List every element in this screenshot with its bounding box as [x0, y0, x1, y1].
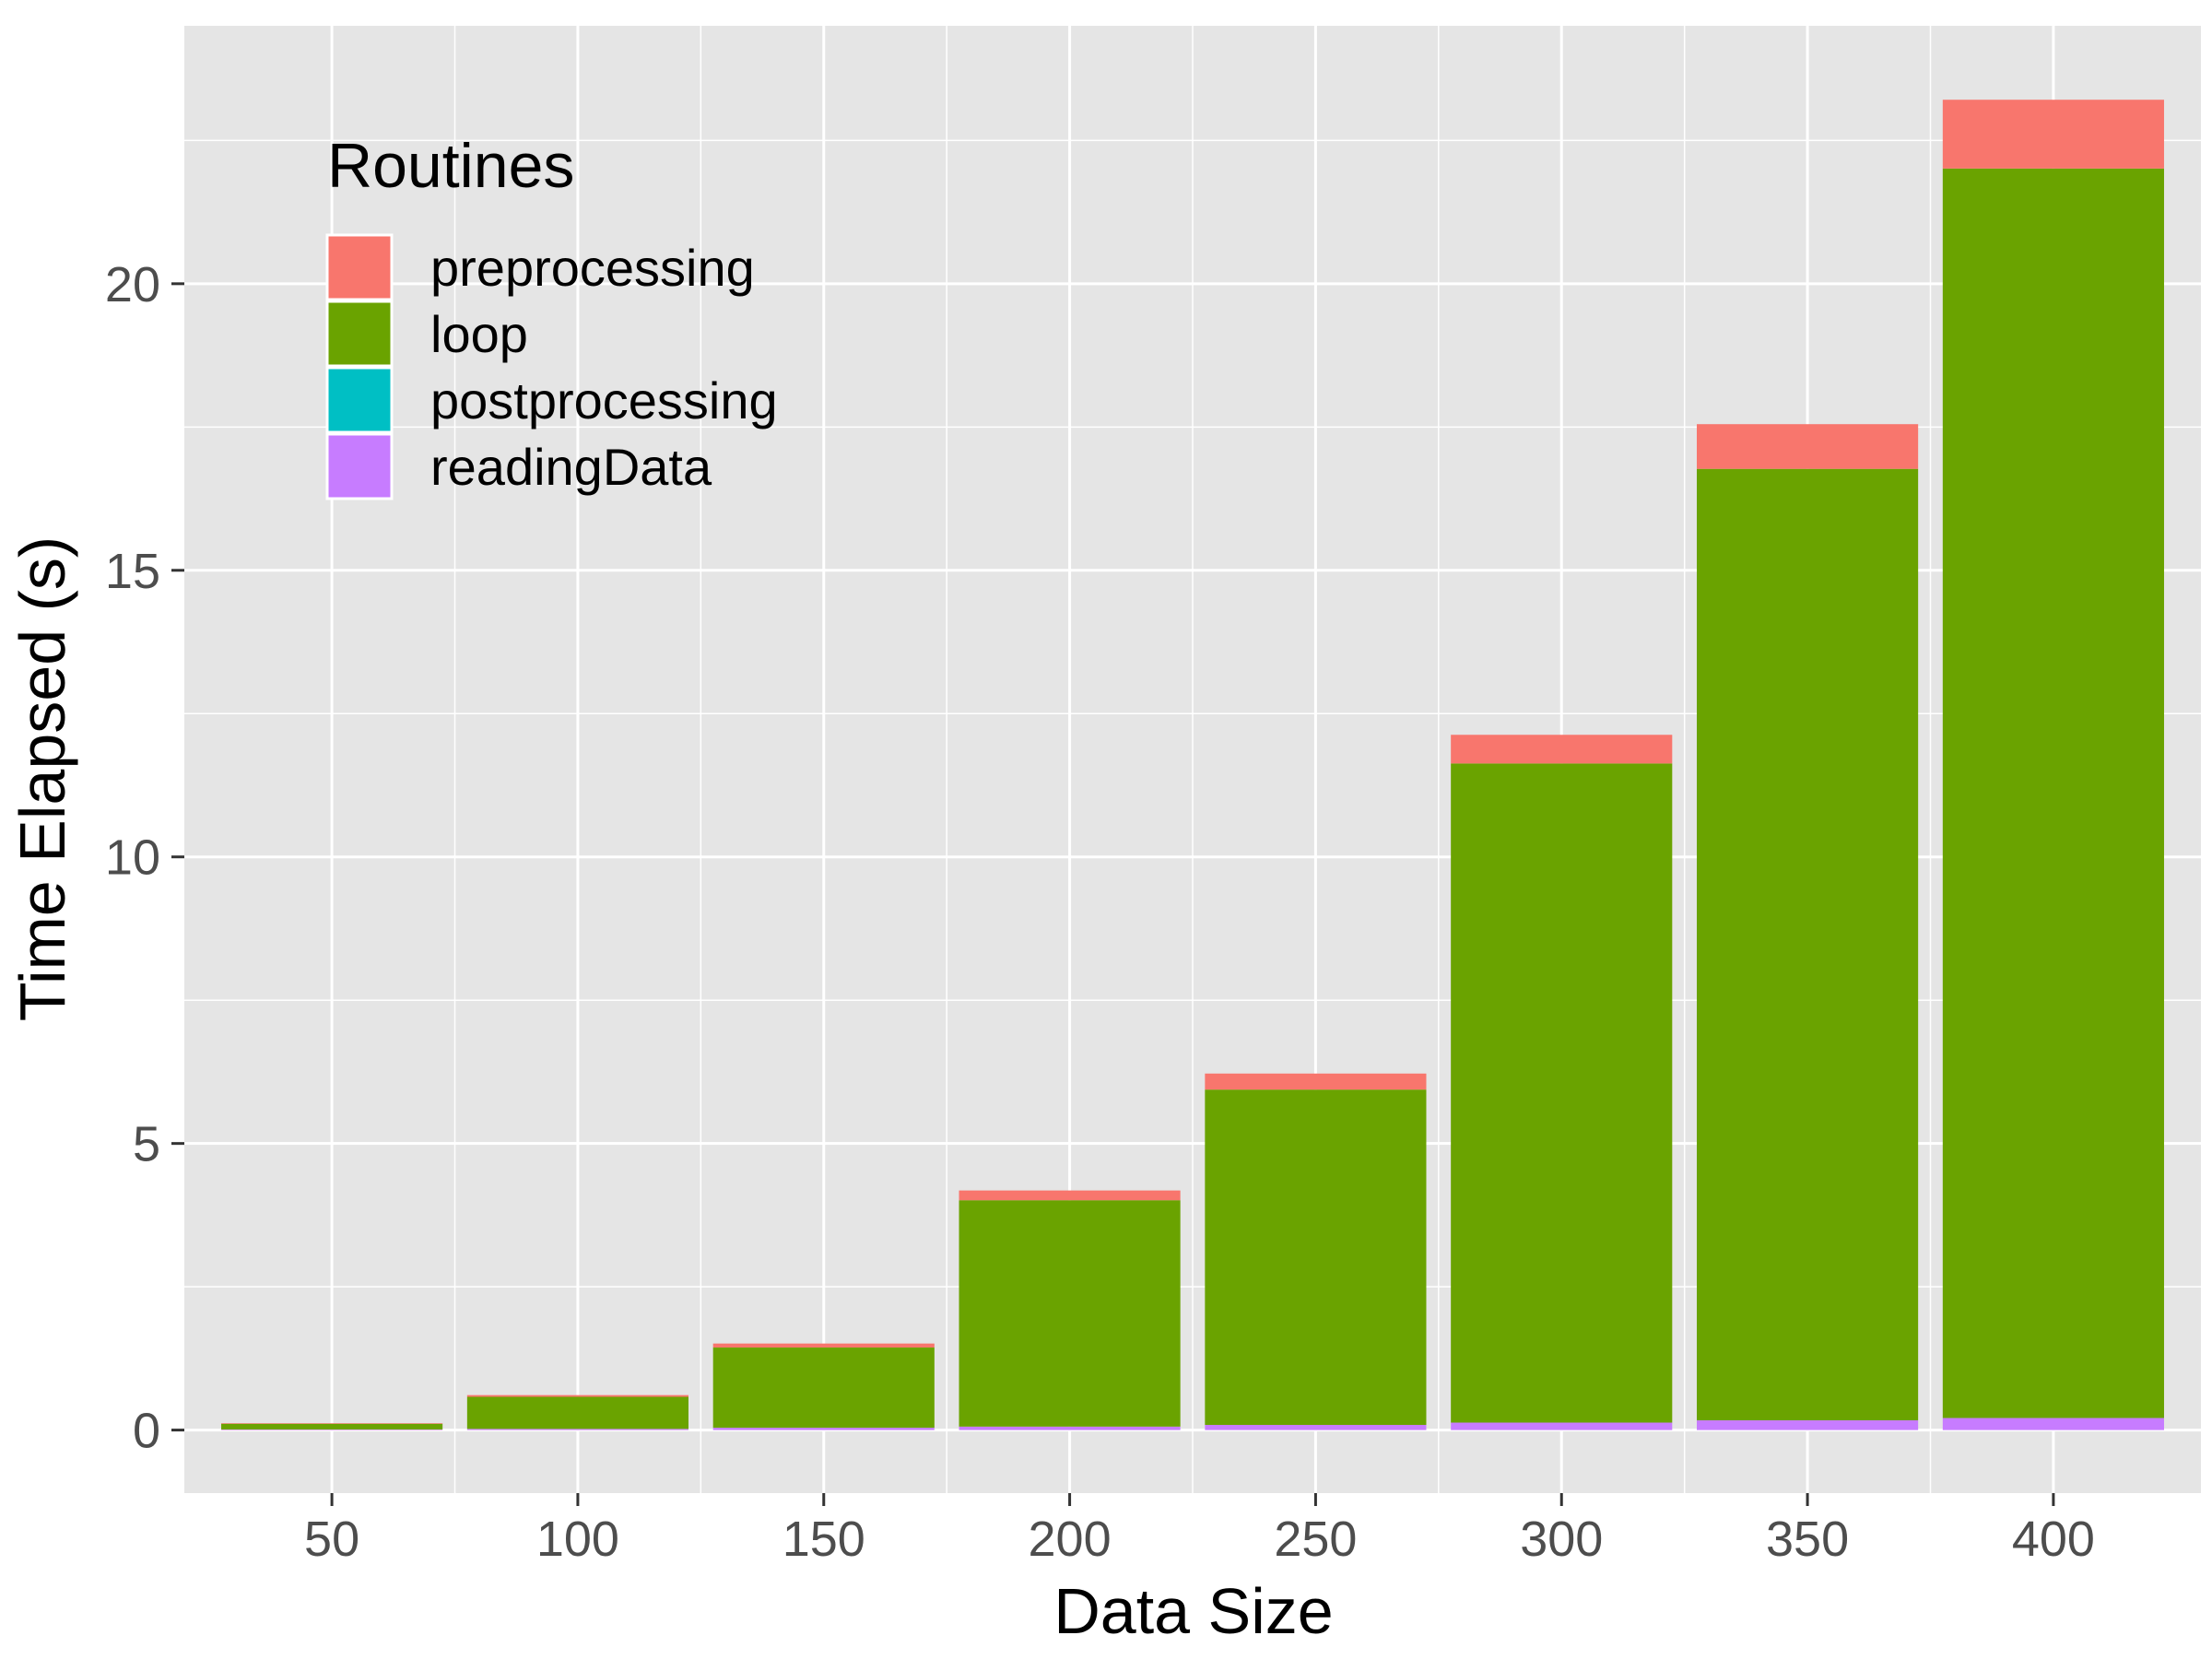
bar-segment-preprocessing-250 [1205, 1073, 1427, 1090]
bar-segment-preprocessing-100 [466, 1394, 688, 1397]
bar-segment-readingData-200 [959, 1426, 1181, 1430]
bar-segment-preprocessing-350 [1697, 424, 1919, 469]
bar-segment-loop-150 [712, 1347, 935, 1429]
bar-segment-readingData-150 [712, 1428, 935, 1430]
legend: Routines preprocessing loop postprocessing… [325, 131, 778, 500]
x-tick-label: 400 [2012, 1512, 2095, 1567]
bar-segment-loop-350 [1697, 468, 1919, 1421]
x-tick-label: 250 [1274, 1512, 1357, 1567]
x-tick-label: 200 [1029, 1512, 1112, 1567]
legend-key-loop [325, 300, 394, 368]
bar-segment-readingData-300 [1451, 1422, 1673, 1430]
legend-title: Routines [327, 131, 574, 201]
bar-segment-readingData-400 [1942, 1418, 2164, 1430]
legend-key-postprocessing [325, 366, 394, 434]
bar-segment-preprocessing-50 [221, 1423, 443, 1424]
x-axis-title: Data Size [1053, 1575, 1333, 1647]
legend-label-readingData: readingData [430, 438, 712, 496]
y-tick-label: 0 [133, 1404, 160, 1459]
x-tick-label: 100 [536, 1512, 619, 1567]
bars [221, 100, 2164, 1430]
bar-segment-loop-300 [1451, 763, 1673, 1423]
legend-key-readingData [325, 432, 394, 500]
y-tick-label: 20 [105, 257, 160, 312]
bar-segment-preprocessing-400 [1942, 100, 2164, 169]
y-axis-title: Time Elapsed (s) [6, 536, 78, 1021]
x-tick-label: 150 [782, 1512, 865, 1567]
x-tick-label: 50 [304, 1512, 359, 1567]
bar-segment-readingData-250 [1205, 1424, 1427, 1430]
legend-key-preprocessing [325, 233, 394, 301]
bar-segment-loop-100 [466, 1396, 688, 1430]
bar-segment-preprocessing-150 [712, 1343, 935, 1348]
y-tick-label: 15 [105, 544, 160, 599]
bar-segment-preprocessing-300 [1451, 735, 1673, 764]
y-axis: 0 5 10 15 20 [105, 257, 184, 1459]
y-tick-label: 10 [105, 830, 160, 886]
legend-label-postprocessing: postprocessing [430, 371, 778, 429]
bar-segment-preprocessing-200 [959, 1190, 1181, 1201]
legend-label-preprocessing: preprocessing [430, 239, 755, 297]
bar-segment-readingData-350 [1697, 1420, 1919, 1430]
legend-label-loop: loop [430, 305, 528, 363]
bar-segment-loop-50 [221, 1423, 443, 1430]
x-axis: 50 100 150 200 250 300 350 400 [304, 1493, 2095, 1567]
x-tick-label: 300 [1520, 1512, 1603, 1567]
x-tick-label: 350 [1766, 1512, 1849, 1567]
bar-segment-loop-250 [1205, 1089, 1427, 1425]
bar-segment-readingData-100 [466, 1429, 688, 1430]
bar-segment-loop-400 [1942, 168, 2164, 1418]
bar-segment-loop-200 [959, 1200, 1181, 1427]
y-tick-label: 5 [133, 1117, 160, 1172]
